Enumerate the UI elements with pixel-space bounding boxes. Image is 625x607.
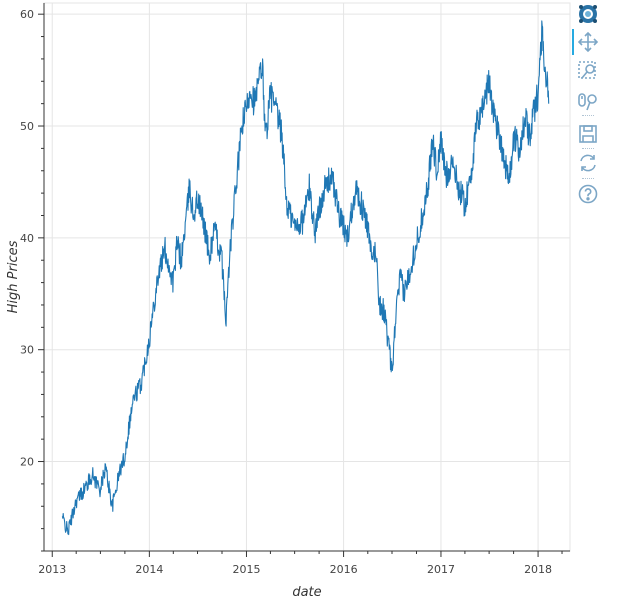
x-tick-label: 2016 (330, 563, 358, 576)
y-tick-label: 40 (20, 232, 34, 245)
plot-frame (43, 2, 571, 552)
toolbar-divider (582, 115, 594, 116)
x-tick-label: 2014 (135, 563, 163, 576)
grid-lines (44, 3, 570, 551)
y-tick-label: 20 (20, 456, 34, 469)
toolbar-divider (582, 178, 594, 179)
wheel-zoom-tool-icon[interactable] (576, 90, 600, 114)
y-axis-title: High Prices (6, 240, 21, 313)
x-tick-label: 2015 (232, 563, 260, 576)
help-tool-icon[interactable] (576, 182, 600, 206)
y-tick-label: 30 (20, 344, 34, 357)
active-tool-indicator (572, 29, 574, 55)
x-tick-label: 2013 (38, 563, 66, 576)
save-tool-icon[interactable] (576, 122, 600, 146)
reset-tool-icon[interactable] (576, 151, 600, 175)
x-axis: 2013 2014 2015 2016 2017 2018 (38, 550, 570, 576)
pan-tool-icon[interactable] (576, 30, 600, 54)
bokeh-logo-icon[interactable] (576, 2, 600, 26)
series-line-high-prices (61, 20, 550, 536)
box-zoom-tool-icon[interactable] (576, 59, 600, 83)
y-axis: 20 30 40 50 60 (20, 3, 45, 552)
y-tick-label: 60 (20, 8, 34, 21)
toolbar-divider (582, 148, 594, 149)
y-tick-label: 50 (20, 120, 34, 133)
x-tick-label: 2018 (524, 563, 552, 576)
x-tick-label: 2017 (427, 563, 455, 576)
x-axis-title: date (292, 585, 321, 600)
